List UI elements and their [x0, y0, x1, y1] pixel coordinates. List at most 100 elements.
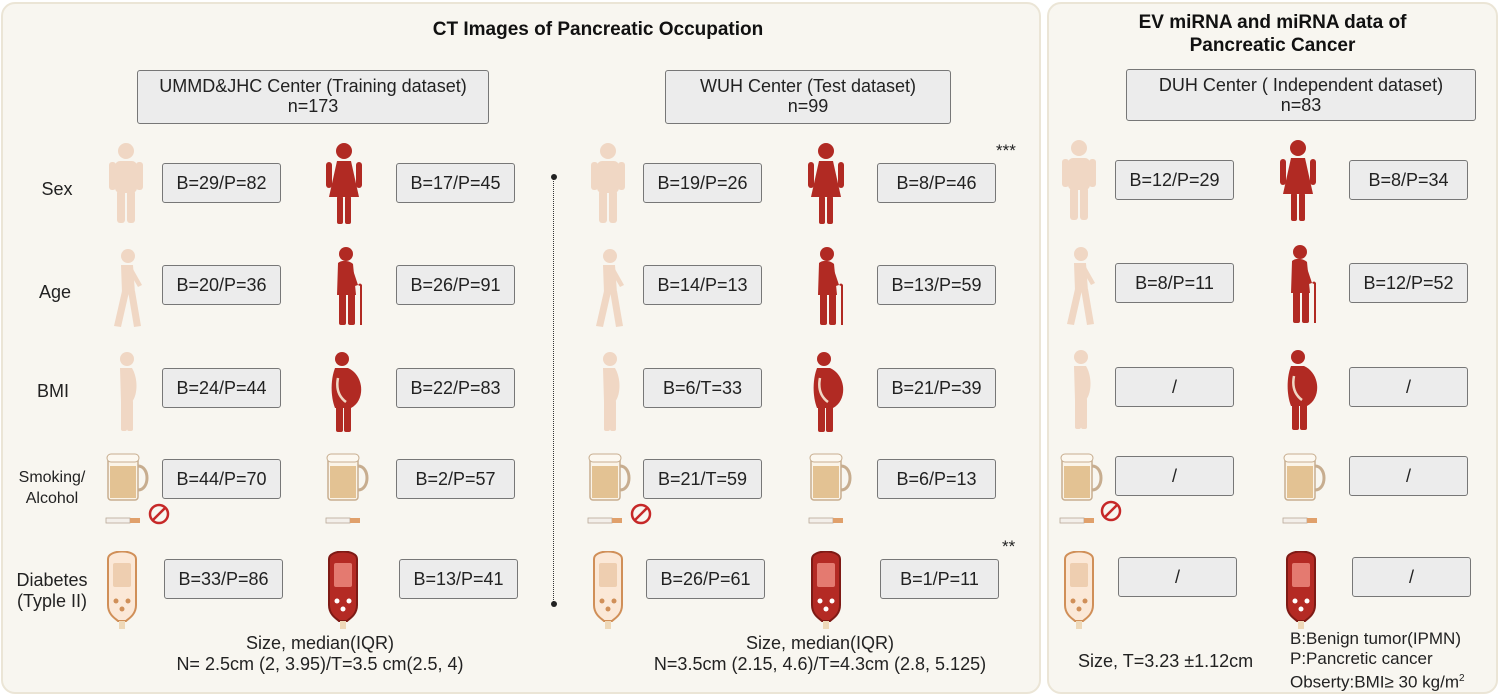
prohibited-icon — [630, 503, 652, 525]
obese-person-icon — [812, 350, 845, 434]
row-label-diabetes-line1: Diabetes — [16, 570, 88, 590]
independent-center-name: DUH Center ( Independent dataset) — [1158, 75, 1444, 95]
test-smoking-no-value: B=21/T=59 — [643, 459, 762, 499]
cigarette-icon — [325, 517, 361, 524]
training-smoking-yes-value: B=2/P=57 — [396, 459, 515, 499]
row-label-smoking-line2: Alcohol — [25, 490, 79, 507]
independent-age-young-value: B=8/P=11 — [1115, 263, 1234, 303]
independent-smoking-no-value: / — [1115, 456, 1234, 496]
row-label-smoking-line1: Smoking/ — [18, 469, 86, 486]
row-label-sex: Sex — [41, 179, 73, 199]
training-diabetes-yes-value: B=13/P=41 — [399, 559, 518, 599]
test-sex-female-value: B=8/P=46 — [877, 163, 996, 203]
slim-person-icon — [1074, 350, 1091, 429]
training-bmi-obese-value: B=22/P=83 — [396, 368, 515, 408]
sex-significance-stars: *** — [996, 141, 1016, 160]
independent-sex-male-value: B=12/P=29 — [1115, 160, 1234, 200]
beer-mug-icon — [1059, 452, 1103, 502]
independent-bmi-obese-value: / — [1349, 367, 1468, 407]
test-center-header: WUH Center (Test dataset) n=99 — [665, 70, 951, 124]
training-center-name: UMMD&JHC Center (Training dataset) — [159, 76, 467, 96]
test-size-line1: Size, median(IQR) — [745, 633, 895, 653]
independent-bmi-normal-value: / — [1115, 367, 1234, 407]
man-standing-icon — [591, 143, 625, 223]
walking-person-icon — [114, 249, 142, 327]
beer-mug-icon — [105, 452, 149, 502]
independent-diabetes-no-value: / — [1118, 557, 1237, 597]
training-size-line1: Size, median(IQR) — [245, 633, 395, 653]
test-sex-male-value: B=19/P=26 — [643, 163, 762, 203]
prohibited-icon — [1100, 500, 1122, 522]
glucose-meter-icon — [593, 551, 623, 630]
man-standing-icon — [109, 143, 143, 223]
legend-obesity-text: Obserty:BMI≥ 30 kg/m — [1290, 672, 1459, 692]
ev-panel-title-line2: Pancreatic Cancer — [1189, 35, 1356, 56]
independent-age-old-value: B=12/P=52 — [1349, 263, 1468, 303]
cigarette-icon — [587, 517, 623, 524]
obese-person-icon — [330, 350, 363, 434]
slim-person-icon — [120, 352, 137, 431]
training-sex-female-value: B=17/P=45 — [396, 163, 515, 203]
legend-pancreatic: P:Pancretic cancer — [1290, 649, 1433, 668]
beer-mug-icon — [1282, 452, 1326, 502]
glucose-meter-icon — [1286, 551, 1316, 630]
test-age-old-value: B=13/P=59 — [877, 265, 996, 305]
training-smoking-no-value: B=44/P=70 — [162, 459, 281, 499]
beer-mug-icon — [587, 452, 631, 502]
cigarette-icon — [808, 517, 844, 524]
abbreviation-legend: B:Benign tumor(IPMN) P:Pancretic cancer … — [1290, 629, 1496, 693]
elderly-with-cane-icon — [1291, 245, 1316, 323]
test-smoking-yes-value: B=6/P=13 — [877, 459, 996, 499]
test-size-line2: N=3.5cm (2.15, 4.6)/T=4.3cm (2.8, 5.125) — [653, 654, 987, 674]
independent-size-summary: Size, T=3.23 ±1.12cm — [1078, 651, 1254, 671]
beer-mug-icon — [808, 452, 852, 502]
elderly-with-cane-icon — [337, 247, 362, 325]
beer-mug-icon — [325, 452, 369, 502]
training-age-young-value: B=20/P=36 — [162, 265, 281, 305]
test-diabetes-yes-value: B=1/P=11 — [880, 559, 999, 599]
elderly-with-cane-icon — [818, 247, 843, 325]
row-label-bmi: BMI — [36, 381, 69, 401]
test-size-summary: Size, median(IQR) N=3.5cm (2.15, 4.6)/T=… — [630, 633, 1010, 675]
test-bmi-obese-value: B=21/P=39 — [877, 368, 996, 408]
training-bmi-normal-value: B=24/P=44 — [162, 368, 281, 408]
prohibited-icon — [148, 503, 170, 525]
divider-dot-bottom — [551, 601, 557, 607]
divider-dot-top — [551, 174, 557, 180]
woman-standing-icon — [326, 143, 362, 224]
glucose-meter-icon — [1064, 551, 1094, 630]
woman-standing-icon — [808, 143, 844, 224]
glucose-meter-icon — [328, 551, 358, 630]
cigarette-icon — [1282, 517, 1318, 524]
training-size-summary: Size, median(IQR) N= 2.5cm (2, 3.95)/T=3… — [130, 633, 510, 675]
independent-sex-female-value: B=8/P=34 — [1349, 160, 1468, 200]
glucose-meter-icon — [811, 551, 841, 630]
test-center-name: WUH Center (Test dataset) — [699, 76, 917, 96]
test-bmi-normal-value: B=6/T=33 — [643, 368, 762, 408]
training-size-line2: N= 2.5cm (2, 3.95)/T=3.5 cm(2.5, 4) — [176, 654, 464, 674]
test-center-n: n=99 — [787, 96, 829, 116]
row-label-diabetes-line2: (Typle II) — [16, 591, 87, 611]
training-center-n: n=173 — [287, 96, 339, 116]
diabetes-significance-stars: ** — [1002, 537, 1016, 556]
row-label-age: Age — [38, 282, 72, 302]
ct-panel-title: CT Images of Pancreatic Occupation — [432, 19, 764, 40]
man-standing-icon — [1062, 140, 1096, 220]
training-diabetes-no-value: B=33/P=86 — [164, 559, 283, 599]
independent-center-n: n=83 — [1280, 95, 1322, 115]
column-divider — [553, 176, 554, 604]
row-label-diabetes: Diabetes (Typle II) — [8, 570, 96, 612]
walking-person-icon — [596, 249, 624, 327]
glucose-meter-icon — [107, 551, 137, 630]
training-center-header: UMMD&JHC Center (Training dataset) n=173 — [137, 70, 489, 124]
independent-center-header: DUH Center ( Independent dataset) n=83 — [1126, 69, 1476, 121]
training-sex-male-value: B=29/P=82 — [162, 163, 281, 203]
walking-person-icon — [1067, 247, 1095, 325]
test-diabetes-no-value: B=26/P=61 — [646, 559, 765, 599]
woman-standing-icon — [1280, 140, 1316, 221]
ev-panel-title-line1: EV miRNA and miRNA data of — [1138, 12, 1407, 33]
obese-person-icon — [1286, 348, 1319, 432]
slim-person-icon — [603, 352, 620, 431]
cigarette-icon — [105, 517, 141, 524]
independent-smoking-yes-value: / — [1349, 456, 1468, 496]
